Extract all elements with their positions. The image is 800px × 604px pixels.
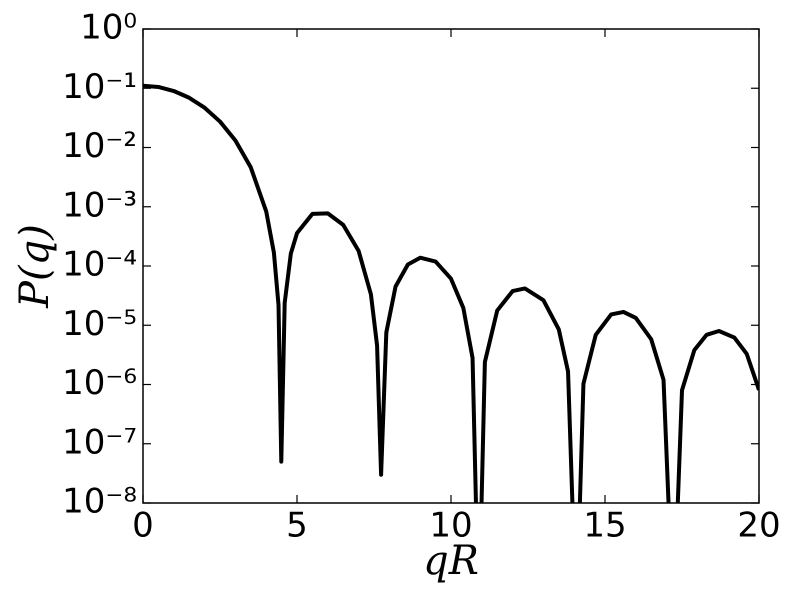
y-tick-label: 10⁻⁸ (62, 482, 137, 522)
y-axis-label: P(q) (12, 224, 58, 309)
x-tick-label: 5 (286, 506, 308, 546)
y-tick-label: 10⁻⁵ (62, 304, 137, 344)
y-tick-label: 10⁻³ (62, 185, 137, 225)
x-axis-label: qR (423, 538, 479, 584)
x-tick-label: 20 (737, 506, 780, 546)
y-tick-label: 10⁻⁶ (62, 363, 137, 403)
x-tick-label: 10 (429, 506, 472, 546)
y-tick-label: 10⁰ (80, 8, 137, 48)
x-tick-label: 15 (583, 506, 626, 546)
y-tick-label: 10⁻⁴ (62, 245, 137, 285)
y-tick-label: 10⁻¹ (62, 67, 137, 107)
y-tick-label: 10⁻⁷ (62, 422, 137, 462)
data-line (143, 83, 759, 503)
y-tick-label: 10⁻² (62, 126, 137, 166)
x-tick-label: 0 (132, 506, 154, 546)
plot-frame (142, 28, 760, 504)
